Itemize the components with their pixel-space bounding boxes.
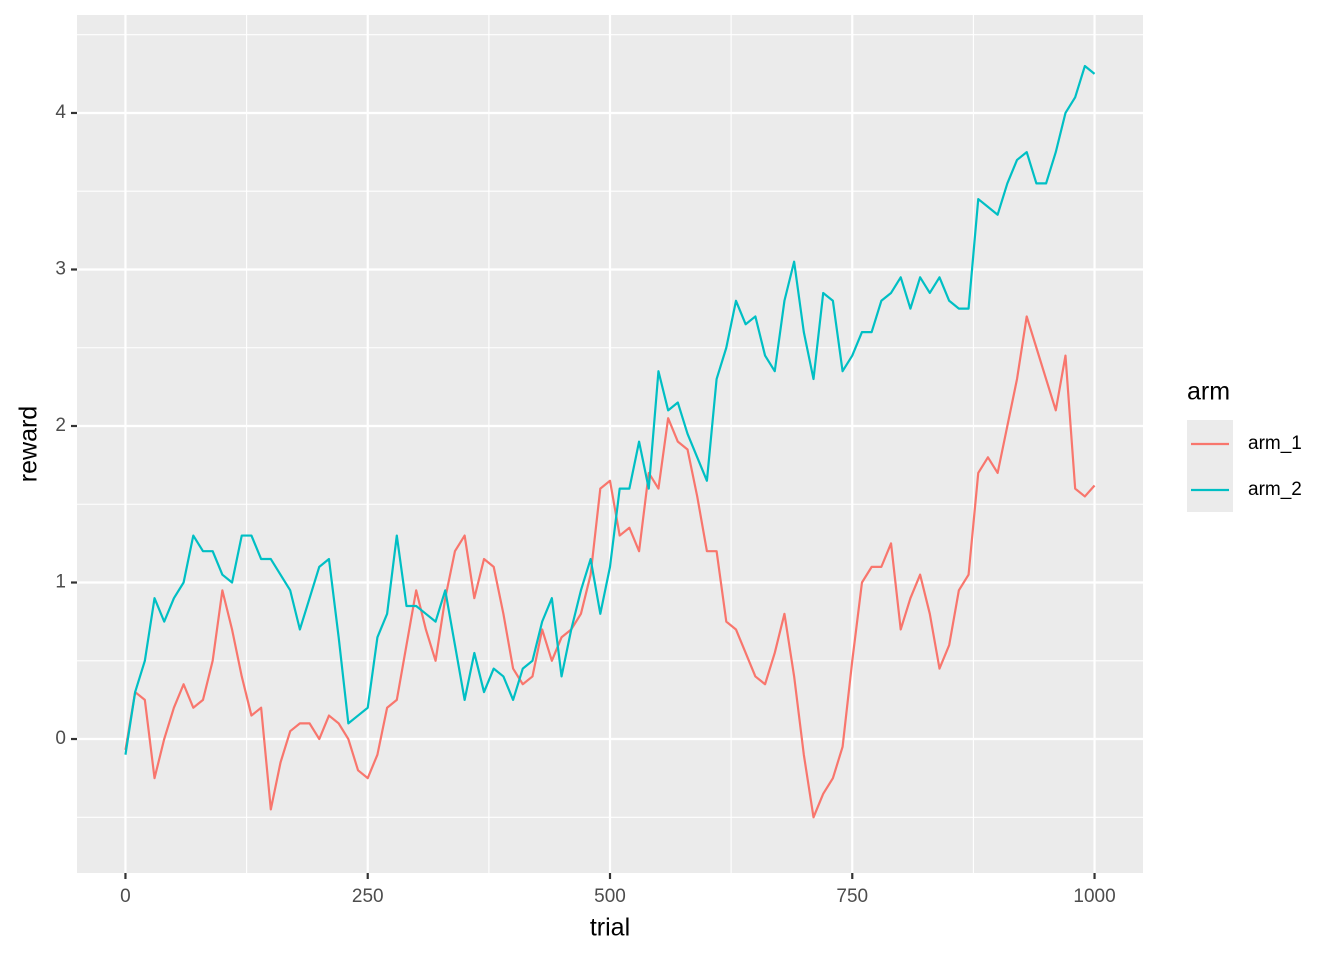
y-tick-label: 2 bbox=[55, 415, 66, 436]
legend: arm arm_1 arm_2 bbox=[1187, 378, 1302, 512]
lines bbox=[124, 64, 1096, 819]
x-tick-label: 250 bbox=[352, 886, 384, 907]
x-axis-title: trial bbox=[590, 914, 630, 942]
series-line bbox=[124, 64, 1096, 755]
axes: 0 250 500 750 1000 0 1 2 3 4 bbox=[55, 102, 1115, 907]
series-line bbox=[124, 315, 1096, 819]
legend-title: arm bbox=[1187, 378, 1230, 406]
legend-label: arm_1 bbox=[1248, 433, 1302, 454]
grid bbox=[77, 15, 1143, 873]
legend-label: arm_2 bbox=[1248, 479, 1302, 500]
y-tick-label: 4 bbox=[55, 102, 66, 123]
y-tick-label: 0 bbox=[55, 728, 66, 749]
x-tick-label: 0 bbox=[120, 886, 131, 907]
y-tick-label: 1 bbox=[55, 572, 66, 593]
y-tick-label: 3 bbox=[55, 259, 66, 280]
x-tick-label: 500 bbox=[594, 886, 626, 907]
legend-key-background bbox=[1187, 420, 1233, 512]
y-axis-title: reward bbox=[15, 406, 43, 482]
x-tick-label: 1000 bbox=[1073, 886, 1115, 907]
x-tick-label: 750 bbox=[836, 886, 868, 907]
